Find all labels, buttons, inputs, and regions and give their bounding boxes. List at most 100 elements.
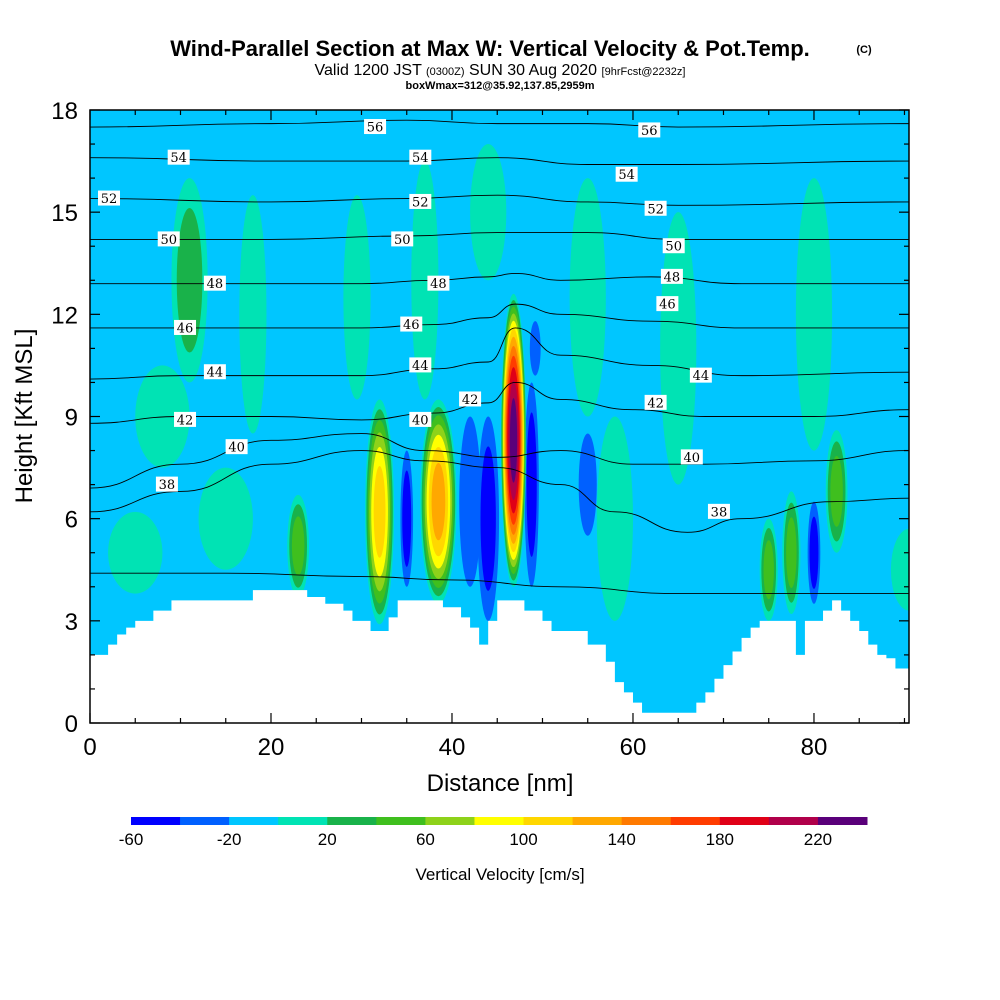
w-feature	[365, 399, 395, 625]
w-band	[596, 416, 633, 621]
svg-text:42: 42	[462, 393, 479, 408]
colorbar-tick-label: -60	[119, 830, 144, 849]
contour-label: 52	[98, 190, 121, 207]
theta-contour-38	[90, 450, 909, 533]
w-feature	[825, 430, 848, 553]
colorbar-title: Vertical Velocity [cm/s]	[415, 865, 584, 884]
w-feature	[807, 501, 821, 604]
subtitle-date: SUN 30 Aug 2020	[469, 62, 597, 79]
w-feature	[578, 433, 597, 536]
svg-text:50: 50	[394, 233, 411, 248]
w-feature	[135, 365, 190, 468]
contour-label: 42	[644, 394, 667, 411]
contour-label: 46	[400, 316, 423, 333]
svg-text:56: 56	[367, 121, 384, 136]
title-copyright-mark: (C)	[856, 44, 872, 56]
y-axis-label: Height [Kft MSL]	[11, 329, 38, 504]
subtitle-forecast: [9hrFcst@2232z]	[602, 66, 686, 78]
svg-text:54: 54	[412, 151, 429, 166]
theta-contour-42	[90, 381, 909, 424]
w-feature	[795, 178, 833, 451]
w-band	[890, 528, 909, 611]
w-band	[135, 365, 190, 468]
colorbar-segment	[523, 817, 574, 825]
w-feature	[500, 293, 527, 587]
colorbar-tick-label: 100	[509, 830, 537, 849]
theta-contour-48	[90, 273, 909, 285]
svg-text:54: 54	[618, 168, 635, 183]
contour-label: 48	[660, 268, 683, 285]
colorbar-segment	[425, 817, 475, 825]
contour-label: 54	[615, 166, 638, 183]
w-feature	[459, 416, 481, 587]
colorbar-tick-label: 140	[607, 830, 635, 849]
w-band	[459, 416, 481, 587]
x-tick-label: 40	[439, 734, 466, 761]
colorbar: -60 -20 20 60 100 140 180 220	[119, 817, 868, 849]
svg-text:48: 48	[430, 277, 447, 292]
w-feature	[287, 494, 310, 597]
colorbar-tick-label: -20	[217, 830, 242, 849]
svg-text:52: 52	[412, 195, 429, 210]
colorbar-tick-label: 60	[416, 830, 435, 849]
w-feature	[108, 511, 163, 594]
colorbar-segment	[670, 817, 721, 825]
contour-label: 40	[680, 449, 703, 466]
w-band	[763, 540, 774, 600]
svg-text:44: 44	[412, 359, 429, 374]
svg-text:40: 40	[228, 441, 245, 456]
y-tick-label: 15	[51, 200, 78, 227]
svg-text:42: 42	[647, 396, 664, 411]
w-feature	[239, 195, 267, 434]
w-feature	[890, 528, 909, 611]
plot-area: 56 56 54 54 54 52 52 52 50 50 50 48 48 48 46 46 46 44 44 44…	[90, 110, 909, 723]
contour-label: 44	[409, 357, 432, 374]
svg-text:46: 46	[177, 321, 194, 336]
subtitle-valid: Valid 1200 JST	[315, 62, 423, 79]
w-band	[529, 321, 541, 376]
colorbar-tick-label: 220	[804, 830, 832, 849]
theta-contour-36	[90, 572, 909, 595]
chart-title: Wind-Parallel Section at Max W: Vertical…	[170, 36, 810, 61]
y-tick-label: 18	[51, 98, 78, 125]
contour-labels: 56 56 54 54 54 52 52 52 50 50 50 48 48 48 46 46 46 44 44 44…	[98, 119, 730, 520]
svg-text:50: 50	[160, 233, 177, 248]
w-band	[108, 511, 163, 594]
w-feature	[400, 450, 414, 587]
contour-label: 42	[174, 411, 197, 428]
w-band	[786, 517, 797, 589]
colorbar-segment	[817, 817, 868, 825]
w-band	[795, 178, 833, 451]
svg-text:50: 50	[665, 240, 682, 255]
svg-text:44: 44	[693, 369, 710, 384]
colorbar-segment	[719, 817, 770, 825]
y-tick-label: 3	[65, 609, 78, 636]
w-band	[373, 465, 386, 558]
contour-label: 38	[707, 503, 730, 520]
theta-contour-52	[90, 194, 909, 206]
w-band	[291, 516, 305, 576]
contour-label: 42	[459, 391, 482, 408]
svg-text:48: 48	[207, 277, 224, 292]
w-band	[830, 456, 843, 527]
w-feature	[596, 416, 633, 621]
contour-label: 52	[644, 200, 667, 217]
chart-subtitle: Valid 1200 JST (0300Z) SUN 30 Aug 2020 […	[315, 62, 686, 79]
svg-text:46: 46	[659, 298, 676, 313]
contour-label: 52	[409, 193, 432, 210]
w-band	[176, 208, 203, 353]
svg-text:54: 54	[170, 151, 187, 166]
w-band	[239, 195, 267, 434]
svg-text:38: 38	[159, 478, 176, 493]
x-tick-label: 0	[83, 734, 96, 761]
theta-contour-54	[90, 157, 909, 165]
colorbar-segment	[180, 817, 230, 825]
terrain-mask	[90, 590, 909, 723]
contour-label: 46	[656, 296, 679, 313]
w-feature	[171, 178, 208, 383]
y-tick-label: 12	[51, 302, 78, 329]
w-feature	[420, 399, 457, 604]
svg-text:42: 42	[177, 413, 194, 428]
svg-text:52: 52	[101, 192, 118, 207]
